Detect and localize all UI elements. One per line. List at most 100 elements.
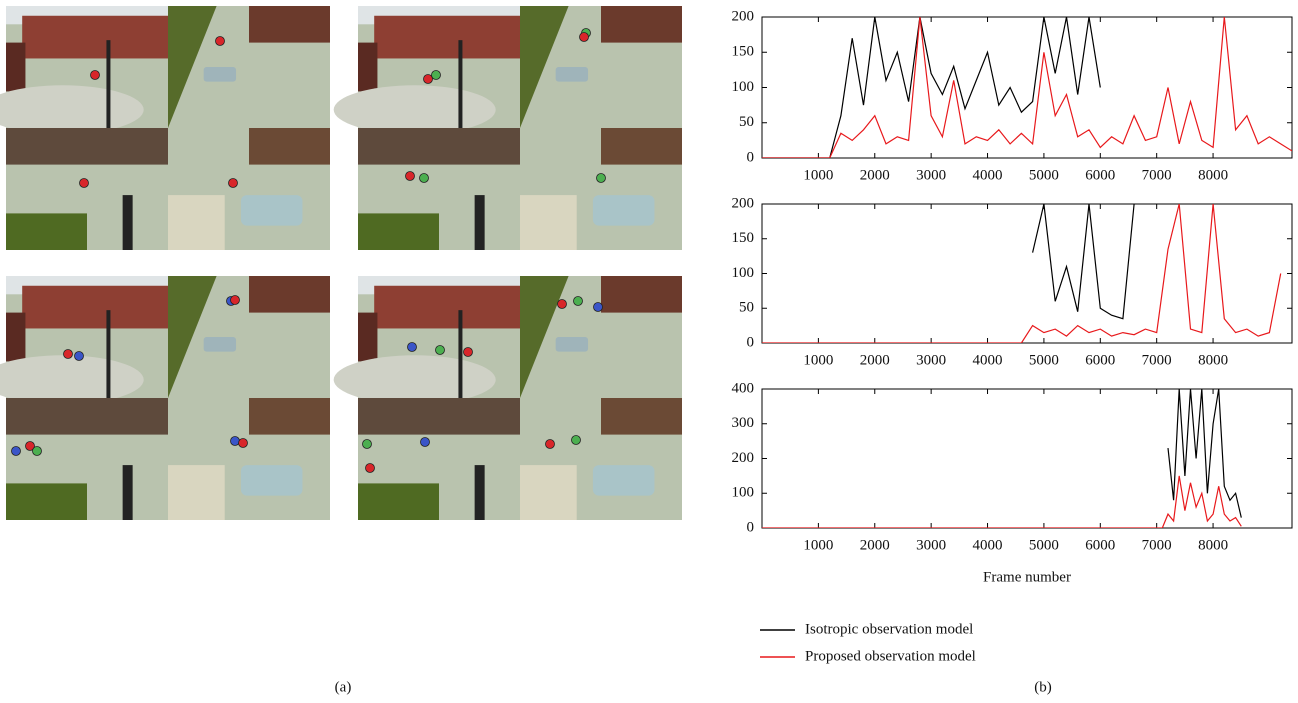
x-axis-title: Frame number	[983, 569, 1071, 585]
x-tick-label: 5000	[1029, 167, 1059, 183]
tracker-dot	[63, 349, 73, 359]
y-tick-label: 200	[732, 195, 755, 211]
building	[22, 285, 169, 329]
tracker-dot	[463, 347, 473, 357]
sidewalk	[168, 465, 225, 520]
tracker-dot	[79, 178, 89, 188]
x-tick-label: 4000	[973, 352, 1003, 368]
car	[203, 337, 237, 352]
tracker-dot	[74, 351, 84, 361]
building	[358, 312, 378, 362]
x-tick-label: 5000	[1029, 352, 1059, 368]
x-tick-label: 8000	[1198, 537, 1228, 553]
grass	[6, 483, 87, 520]
plaza	[333, 355, 496, 405]
data-line	[1167, 389, 1242, 518]
plaza	[333, 85, 496, 135]
lamp-post	[106, 40, 111, 128]
tracker-dot	[557, 299, 567, 309]
tracker-dot	[571, 435, 581, 445]
x-tick-label: 3000	[916, 352, 946, 368]
building	[358, 42, 378, 92]
car	[555, 67, 589, 82]
grass	[358, 213, 439, 250]
tracker-dot	[32, 446, 42, 456]
building	[601, 276, 682, 313]
building	[249, 6, 330, 43]
y-tick-label: 150	[732, 230, 755, 246]
lamp-post	[106, 310, 111, 398]
van	[592, 195, 655, 226]
panel-label: (b)	[1034, 679, 1052, 695]
sidewalk	[520, 195, 577, 250]
building	[249, 276, 330, 313]
legend-label: Isotropic observation model	[805, 621, 973, 637]
y-tick-label: 0	[747, 149, 755, 165]
tracker-dot	[11, 446, 21, 456]
car	[555, 337, 589, 352]
tracker-dot	[596, 173, 606, 183]
x-tick-label: 4000	[973, 167, 1003, 183]
lamp-post	[458, 40, 463, 128]
building	[249, 398, 330, 435]
tracker-dot	[215, 36, 225, 46]
y-tick-label: 100	[732, 265, 755, 281]
panel-label: (a)	[335, 679, 352, 695]
photo-panel	[0, 6, 682, 520]
x-tick-label: 7000	[1142, 537, 1172, 553]
tracker-dot	[407, 342, 417, 352]
y-tick-label: 200	[732, 8, 755, 24]
x-tick-label: 1000	[803, 537, 833, 553]
sidewalk	[168, 195, 225, 250]
plot-frame	[761, 388, 1293, 529]
sidewalk	[520, 465, 577, 520]
grass	[168, 6, 217, 128]
building	[374, 285, 520, 329]
x-tick-label: 6000	[1085, 167, 1115, 183]
building	[6, 312, 26, 362]
grass	[520, 6, 569, 128]
x-tick-label: 2000	[860, 537, 890, 553]
tracker-dot	[431, 70, 441, 80]
y-tick-label: 150	[732, 44, 755, 60]
data-line	[762, 17, 1292, 158]
y-tick-label: 0	[747, 519, 755, 535]
x-tick-label: 8000	[1198, 352, 1228, 368]
tracker-dot	[238, 438, 248, 448]
grass	[358, 483, 439, 520]
building	[358, 128, 520, 165]
x-tick-label: 6000	[1085, 537, 1115, 553]
tracker-dot	[593, 302, 603, 312]
y-tick-label: 100	[732, 79, 755, 95]
x-tick-label: 8000	[1198, 167, 1228, 183]
sign	[122, 465, 133, 520]
van	[592, 465, 655, 496]
x-tick-label: 2000	[860, 352, 890, 368]
tracker-dot	[419, 173, 429, 183]
x-tick-label: 1000	[803, 352, 833, 368]
x-tick-label: 7000	[1142, 352, 1172, 368]
tracker-dot	[230, 295, 240, 305]
y-tick-label: 300	[732, 415, 755, 431]
tracker-dot	[545, 439, 555, 449]
building	[6, 42, 26, 92]
building	[374, 15, 520, 59]
car	[203, 67, 237, 82]
building	[358, 398, 520, 435]
x-tick-label: 7000	[1142, 167, 1172, 183]
building	[601, 128, 682, 165]
y-tick-label: 50	[739, 114, 754, 130]
y-tick-label: 200	[732, 450, 755, 466]
tracker-dot	[405, 171, 415, 181]
tracker-dot	[573, 296, 583, 306]
grass	[168, 276, 217, 398]
plot-frame	[761, 203, 1293, 344]
building	[6, 398, 168, 435]
tracker-dot	[579, 32, 589, 42]
lamp-post	[458, 310, 463, 398]
x-tick-label: 4000	[973, 537, 1003, 553]
y-tick-label: 0	[747, 334, 755, 350]
tracker-dot	[25, 441, 35, 451]
grass	[6, 213, 87, 250]
